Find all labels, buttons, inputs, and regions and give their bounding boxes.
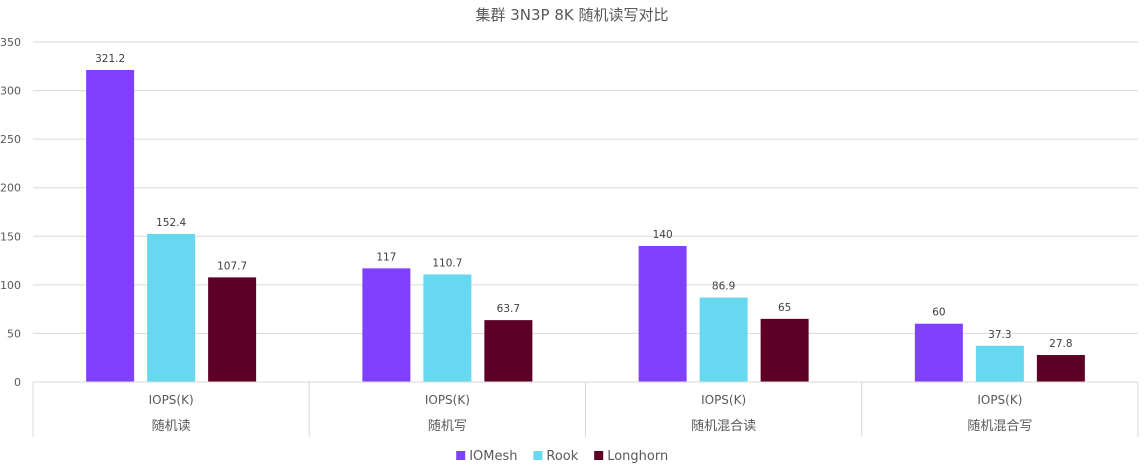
- legend-label: Rook: [546, 449, 578, 464]
- y-tick-label: 300: [0, 85, 21, 98]
- data-label: 37.3: [988, 329, 1011, 341]
- legend-swatch: [533, 451, 543, 460]
- bar: [1036, 354, 1085, 382]
- y-tick-label: 200: [0, 182, 21, 195]
- x-metric-label: IOPS(K): [701, 393, 746, 407]
- x-category-label: 随机写: [428, 419, 467, 434]
- data-label: 321.2: [95, 53, 125, 65]
- bar: [484, 320, 533, 382]
- legend-label: IOMesh: [469, 449, 517, 464]
- gridlines: [33, 41, 1138, 334]
- y-tick-label: 150: [0, 230, 21, 243]
- y-tick-label: 250: [0, 133, 21, 146]
- legend-label: Longhorn: [607, 449, 668, 464]
- bar: [699, 297, 748, 382]
- chart-title: 集群 3N3P 8K 随机读写对比: [475, 6, 668, 24]
- x-metric-label: IOPS(K): [149, 393, 194, 407]
- data-label: 63.7: [497, 303, 520, 315]
- legend-swatch: [456, 451, 466, 460]
- y-axis-ticks: 0 50 100 150 200 250 300 350: [0, 36, 21, 389]
- data-label: 110.7: [432, 257, 462, 269]
- x-category-label: 随机读: [152, 419, 191, 434]
- y-tick-label: 50: [7, 327, 21, 340]
- bar: [423, 274, 472, 382]
- y-tick-label: 350: [0, 36, 21, 49]
- data-label: 65: [778, 302, 791, 314]
- x-metric-label: IOPS(K): [425, 393, 470, 407]
- y-tick-label: 0: [14, 376, 21, 389]
- data-label: 117: [376, 251, 396, 263]
- data-label: 152.4: [156, 217, 186, 229]
- x-category-label: 随机混合读: [691, 419, 756, 434]
- data-label: 107.7: [217, 260, 247, 272]
- legend: IOMesh Rook Longhorn: [456, 449, 668, 464]
- bars: [86, 69, 1085, 382]
- y-tick-label: 100: [0, 279, 21, 292]
- bar: [914, 323, 963, 382]
- data-label: 140: [653, 229, 673, 241]
- bar: [147, 233, 196, 382]
- data-label: 27.8: [1049, 338, 1072, 350]
- legend-swatch: [594, 451, 604, 460]
- x-axis: IOPS(K) 随机读 IOPS(K) 随机写 IOPS(K) 随机混合读 IOPS(K) 随…: [32, 381, 1139, 437]
- bar: [208, 277, 257, 382]
- bar: [975, 345, 1024, 382]
- data-labels: 321.2 152.4 107.7 117 110.7 63.7 140 86.9 65 60 37…: [95, 53, 1072, 350]
- bar: [86, 69, 135, 382]
- bar: [638, 246, 687, 382]
- bar: [362, 268, 411, 382]
- x-metric-label: IOPS(K): [977, 393, 1022, 407]
- bar: [760, 318, 809, 382]
- data-label: 86.9: [712, 281, 735, 293]
- data-label: 60: [932, 307, 945, 319]
- x-category-label: 随机混合写: [967, 419, 1032, 434]
